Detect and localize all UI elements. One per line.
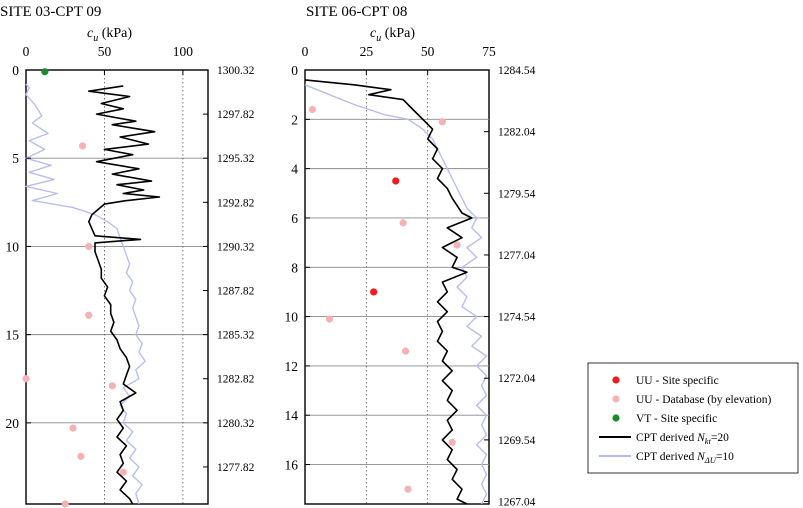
- elevation-tick-label: 1277.82: [217, 462, 255, 474]
- chart-panel-site06: SITE 06-CPT 08 cu (kPa) 0 25 50 75 0 2 4 6 8 10 12…: [285, 4, 536, 508]
- axis-ticks: 0 50 100 0 5 10 15 20 1300.32 1297.82 1295.32 1292.…: [6, 44, 255, 474]
- series-line-cpt-nkt: [88, 85, 161, 505]
- y-tick-label: 6: [291, 211, 298, 226]
- x-tick-label: 0: [302, 44, 309, 59]
- y-tick-label: 4: [291, 162, 298, 177]
- chart-panel-site03: SITE 03-CPT 09 cu (kPa) 0 50 100 0 5 10 15 20 13…: [0, 4, 255, 508]
- x-tick-label: 0: [23, 44, 30, 59]
- data-point-uu-database: [61, 500, 69, 508]
- elevation-tick-label: 1284.54: [498, 65, 536, 77]
- data-point-uu-database: [108, 382, 116, 390]
- data-point-uu-database: [438, 118, 446, 126]
- elevation-tick-label: 1285.32: [217, 330, 255, 342]
- legend-label-vt-site: VT - Site specific: [636, 413, 717, 425]
- series-layer: [22, 68, 161, 508]
- x-tick-label: 50: [98, 44, 112, 59]
- y-tick-label: 10: [6, 239, 20, 254]
- elevation-tick-label: 1292.82: [217, 197, 255, 209]
- elevation-tick-label: 1297.82: [217, 109, 255, 121]
- grid-lines: [26, 70, 208, 504]
- elevation-tick-label: 1295.32: [217, 153, 255, 165]
- y-tick-label: 0: [12, 63, 19, 78]
- legend-label-cpt-ndu: CPT derived NΔU=10: [636, 451, 734, 465]
- x-tick-label: 75: [482, 44, 496, 59]
- x-axis-label: cu (kPa): [370, 26, 415, 44]
- elevation-tick-label: 1287.82: [217, 286, 255, 298]
- data-point-uu-database: [325, 315, 334, 323]
- data-point-uu-database: [78, 142, 87, 150]
- x-axis-label: cu (kPa): [87, 26, 132, 44]
- y-tick-label: 2: [291, 112, 298, 127]
- y-tick-label: 8: [291, 260, 298, 275]
- elevation-tick-label: 1277.04: [498, 250, 536, 262]
- legend-box: [587, 362, 799, 474]
- y-tick-label: 0: [291, 63, 298, 78]
- elevation-tick-label: 1280.32: [217, 418, 255, 430]
- data-point-uu-database: [448, 438, 456, 446]
- grid-lines: [305, 70, 489, 504]
- series-line-cpt-ndu: [25, 83, 146, 505]
- y-tick-label: 14: [285, 408, 299, 423]
- elevation-tick-label: 1290.32: [217, 241, 255, 253]
- legend-item-vt-site: VT - Site specific: [612, 413, 717, 425]
- axis-ticks: 0 25 50 75 0 2 4 6 8 10 12 14 16 1284.54 1282.04 1279.5…: [285, 44, 536, 508]
- legend-marker-uu-database: [612, 395, 620, 403]
- legend-item-cpt-ndu: CPT derived NΔU=10: [599, 451, 734, 465]
- data-point-uu-database: [22, 375, 30, 383]
- series-line-cpt-ndu: [304, 84, 488, 505]
- data-point-vt-site: [41, 68, 49, 76]
- data-point-uu-database: [404, 485, 412, 493]
- legend-item-cpt-nkt: CPT derived Nkt=20: [599, 432, 729, 446]
- elevation-tick-label: 1269.54: [498, 435, 536, 447]
- legend: UU - Site specific UU - Database (by ele…: [587, 362, 799, 474]
- data-point-uu-site: [370, 288, 378, 296]
- data-point-uu-database: [308, 105, 316, 114]
- data-point-uu-database: [401, 347, 410, 355]
- elevation-tick-label: 1282.82: [217, 374, 255, 386]
- elevation-tick-label: 1274.54: [498, 312, 536, 324]
- chart-title: SITE 06-CPT 08: [306, 4, 407, 20]
- data-point-uu-database: [85, 242, 93, 251]
- legend-label-uu-site: UU - Site specific: [636, 375, 719, 387]
- data-point-uu-database: [119, 468, 127, 476]
- legend-item-uu-site: UU - Site specific: [612, 375, 719, 387]
- y-tick-label: 5: [12, 151, 19, 166]
- data-point-uu-database: [399, 219, 407, 227]
- data-point-uu-database: [69, 424, 77, 432]
- chart-title: SITE 03-CPT 09: [0, 4, 101, 20]
- data-point-uu-database: [85, 311, 93, 319]
- x-tick-label: 25: [360, 44, 374, 59]
- elevation-tick-label: 1279.54: [498, 188, 536, 200]
- x-tick-label: 100: [173, 44, 194, 59]
- y-tick-label: 15: [6, 328, 20, 343]
- y-tick-label: 16: [285, 458, 299, 473]
- data-point-uu-database: [453, 241, 461, 249]
- legend-marker-uu-site: [612, 376, 620, 384]
- legend-label-uu-database: UU - Database (by elevation): [636, 394, 772, 406]
- legend-marker-vt-site: [612, 414, 620, 422]
- y-tick-label: 12: [285, 359, 299, 374]
- elevation-tick-label: 1282.04: [498, 127, 536, 139]
- plot-frame: [25, 69, 209, 505]
- legend-item-uu-database: UU - Database (by elevation): [612, 394, 772, 406]
- x-tick-label: 50: [421, 44, 435, 59]
- plot-frame: [304, 69, 490, 505]
- y-tick-label: 20: [6, 416, 20, 431]
- elevation-tick-label: 1300.32: [217, 65, 255, 77]
- elevation-tick-label: 1272.04: [498, 373, 536, 385]
- y-tick-label: 10: [285, 310, 299, 325]
- elevation-tick-label: 1267.04: [498, 497, 536, 508]
- legend-label-cpt-nkt: CPT derived Nkt=20: [636, 432, 729, 446]
- series-layer: [304, 79, 488, 505]
- series-line-cpt-nkt: [304, 79, 473, 505]
- data-point-uu-site: [392, 177, 400, 185]
- data-point-uu-database: [77, 452, 85, 460]
